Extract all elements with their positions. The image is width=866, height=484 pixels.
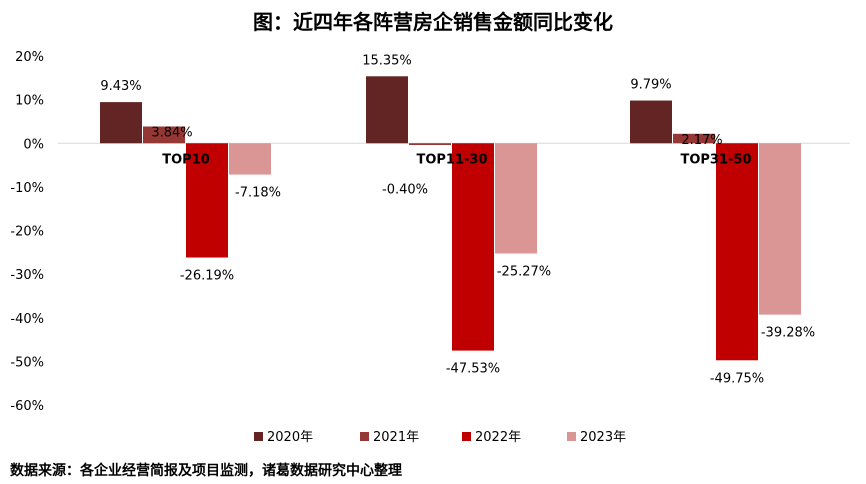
bar-TOP11-30-2023年 xyxy=(495,143,537,254)
bar-TOP31-50-2023年 xyxy=(759,143,801,315)
data-label: 2.17% xyxy=(681,133,722,148)
bar-TOP31-50-2022年 xyxy=(716,143,758,361)
bar-TOP10-2023年 xyxy=(229,143,271,175)
data-label: -7.18% xyxy=(235,186,281,201)
bar-TOP31-50-2020年 xyxy=(630,100,672,144)
category-label: TOP31-50 xyxy=(680,152,751,167)
y-tick-label: -20% xyxy=(10,225,44,240)
bar-TOP10-2020年 xyxy=(100,102,142,144)
category-label: TOP10 xyxy=(162,152,210,167)
y-tick-label: 20% xyxy=(15,50,44,65)
category-label: TOP11-30 xyxy=(416,152,487,167)
y-axis: 20% 10% 0% -10% -20% -30% -40% -50% -60% xyxy=(10,50,44,414)
y-tick-label: 10% xyxy=(15,94,44,109)
bars xyxy=(100,76,801,361)
data-label: 9.79% xyxy=(630,78,671,93)
data-labels: 9.43% 3.84% -26.19% -7.18% 15.35% -0.40% -47.5… xyxy=(100,53,815,386)
data-label: -49.75% xyxy=(710,371,764,386)
category-labels: TOP10 TOP11-30 TOP31-50 xyxy=(162,152,751,167)
legend-label: 2020年 xyxy=(267,430,313,445)
data-source-note: 数据来源：各企业经营简报及项目监测，诸葛数据研究中心整理 xyxy=(10,463,402,479)
bar-TOP10-2022年 xyxy=(186,143,228,258)
bar-TOP10-2021年 xyxy=(143,126,185,144)
data-label: -26.19% xyxy=(180,269,234,284)
data-label: -39.28% xyxy=(761,326,815,341)
data-label: -25.27% xyxy=(497,264,551,279)
bar-TOP11-30-2021年 xyxy=(409,143,451,145)
chart-title: 图：近四年各阵营房企销售金额同比变化 xyxy=(253,10,613,34)
bar-TOP31-50-2021年 xyxy=(673,133,715,144)
y-tick-label: -60% xyxy=(10,399,44,414)
bar-TOP11-30-2022年 xyxy=(452,143,494,351)
data-label: -47.53% xyxy=(446,362,500,377)
y-tick-label: -30% xyxy=(10,268,44,283)
y-tick-label: -50% xyxy=(10,355,44,370)
data-label: -0.40% xyxy=(382,182,428,197)
legend-swatch xyxy=(360,432,369,441)
y-tick-label: -40% xyxy=(10,312,44,327)
legend-label: 2022年 xyxy=(475,430,521,445)
y-tick-label: 0% xyxy=(23,137,44,152)
legend: 2020年 2021年 2022年 2023年 xyxy=(254,430,626,445)
legend-label: 2021年 xyxy=(373,430,419,445)
legend-swatch xyxy=(462,432,471,441)
legend-swatch xyxy=(254,432,263,441)
legend-label: 2023年 xyxy=(580,430,626,445)
y-tick-label: -10% xyxy=(10,181,44,196)
data-label: 9.43% xyxy=(100,79,141,94)
data-label: 3.84% xyxy=(151,125,192,140)
data-label: 15.35% xyxy=(362,53,412,68)
legend-swatch xyxy=(567,432,576,441)
bar-TOP11-30-2020年 xyxy=(366,76,408,144)
